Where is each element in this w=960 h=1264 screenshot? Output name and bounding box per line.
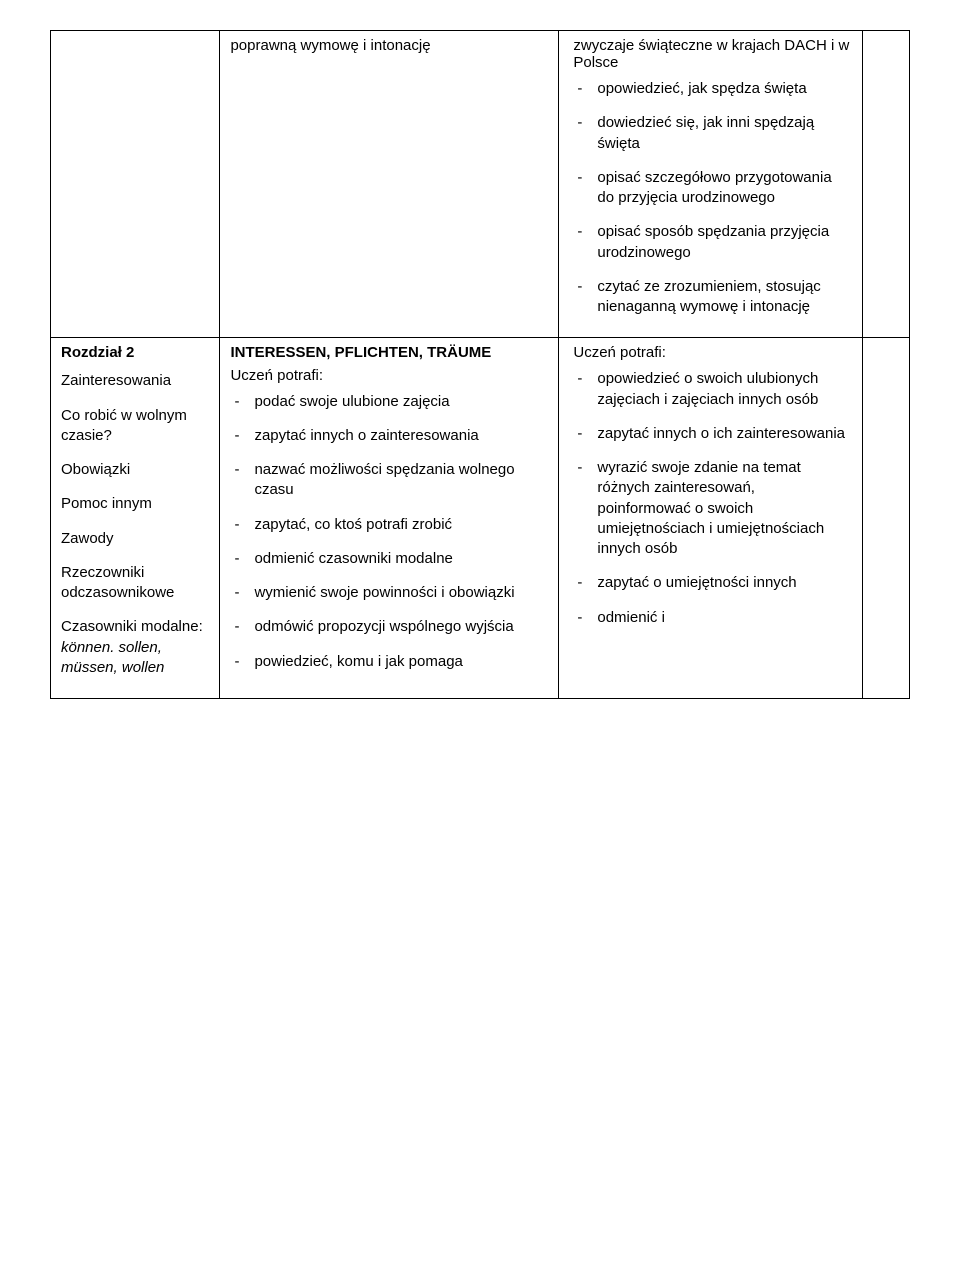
italic-verbs: können. sollen, müssen, wollen (61, 639, 164, 676)
col3-lead: Uczeń potrafi: (573, 344, 852, 361)
document-page: poprawną wymowę i intonację zwyczaje świ… (0, 0, 960, 729)
cell-chapter-left: Rozdział 2 Zainteresowania Co robić w wol… (51, 338, 220, 699)
list-item: czytać ze zrozumieniem, stosując nienaga… (573, 277, 852, 318)
list-item: zapytać innych o ich zainteresowania (573, 424, 852, 444)
cell-left-empty (51, 31, 220, 338)
list-item: dowiedzieć się, jak inni spędzają święta (573, 113, 852, 154)
list-item: nazwać możliwości spędzania wolnego czas… (230, 460, 548, 501)
topic-paragraph: Pomoc innym (61, 494, 209, 514)
chapter-title-text: INTERESSEN, PFLICHTEN, TRÄUME (230, 344, 491, 361)
table-row: poprawną wymowę i intonację zwyczaje świ… (51, 31, 910, 338)
list-item: odmówić propozycji wspólnego wyjścia (230, 617, 548, 637)
cell-col4-empty (863, 31, 910, 338)
list-item: opisać sposób spędzania przyjęcia urodzi… (573, 222, 852, 263)
cell-chapter-title: INTERESSEN, PFLICHTEN, TRÄUME (220, 338, 559, 363)
cell-col4-empty-row2 (863, 338, 910, 699)
cell-col3-row2: Uczeń potrafi: opowiedzieć o swoich ulub… (559, 338, 863, 699)
list-item: zapytać, co ktoś potrafi zrobić (230, 515, 548, 535)
col2-lead: Uczeń potrafi: (230, 367, 548, 384)
list-item: wymienić swoje powinności i obowiązki (230, 583, 548, 603)
topic-paragraph: Zainteresowania (61, 371, 209, 391)
col3-list: opowiedzieć, jak spędza święta dowiedzieć… (573, 79, 852, 317)
topic-paragraph: Czasowniki modalne: können. sollen, müss… (61, 617, 209, 678)
list-item: podać swoje ulubione zajęcia (230, 392, 548, 412)
list-item: odmienić czasowniki modalne (230, 549, 548, 569)
list-item: opowiedzieć o swoich ulubionych zajęciac… (573, 369, 852, 410)
left-topic-list: Zainteresowania Co robić w wolnym czasie?… (61, 371, 209, 678)
col2-top-text: poprawną wymowę i intonację (230, 37, 548, 54)
topic-paragraph: Obowiązki (61, 460, 209, 480)
topic-paragraph: Zawody (61, 529, 209, 549)
list-item: opowiedzieć, jak spędza święta (573, 79, 852, 99)
list-item: odmienić i (573, 608, 852, 628)
col2-list-row2: podać swoje ulubione zajęcia zapytać inny… (230, 392, 548, 672)
topic-paragraph: Rzeczowniki odczasownikowe (61, 563, 209, 604)
col3-list-row2: opowiedzieć o swoich ulubionych zajęciac… (573, 369, 852, 628)
list-item: zapytać innych o zainteresowania (230, 426, 548, 446)
chapter-label: Rozdział 2 (61, 344, 134, 361)
col3-top-text: zwyczaje świąteczne w krajach DACH i w P… (573, 37, 852, 71)
list-item: wyrazić swoje zdanie na temat różnych za… (573, 458, 852, 559)
list-item: zapytać o umiejętności innych (573, 573, 852, 593)
cell-col2: poprawną wymowę i intonację (220, 31, 559, 338)
curriculum-table: poprawną wymowę i intonację zwyczaje świ… (50, 30, 910, 699)
topic-paragraph: Co robić w wolnym czasie? (61, 406, 209, 447)
cell-col2-row2: Uczeń potrafi: podać swoje ulubione zaję… (220, 363, 559, 699)
table-row: Rozdział 2 ZainteresowaniaCo robić w wol… (51, 338, 910, 363)
list-item: opisać szczegółowo przygotowania do przy… (573, 168, 852, 209)
cell-col3: zwyczaje świąteczne w krajach DACH i w P… (559, 31, 863, 338)
list-item: powiedzieć, komu i jak pomaga (230, 652, 548, 672)
